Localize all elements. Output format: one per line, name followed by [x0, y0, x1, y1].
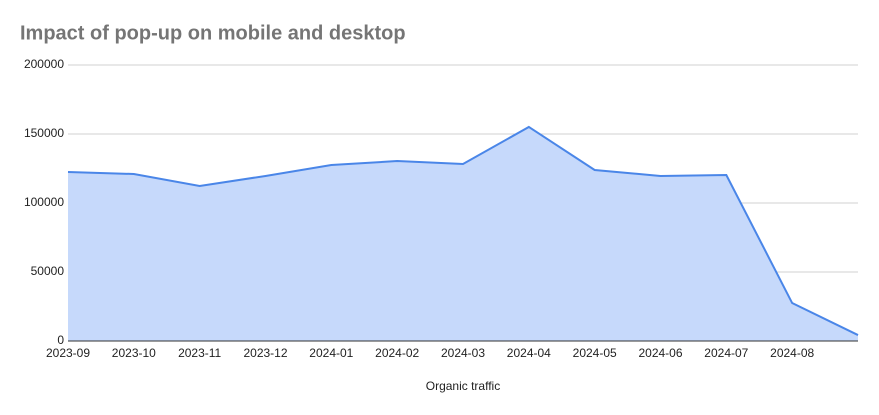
x-tick-label: 2023-10 — [112, 346, 156, 360]
x-tick-label: 2024-08 — [770, 346, 814, 360]
y-tick-label: 0 — [57, 333, 64, 347]
x-tick-label: 2023-12 — [243, 346, 287, 360]
x-tick-label: 2023-11 — [178, 346, 221, 360]
x-axis-label: Organic traffic — [426, 379, 500, 393]
y-tick-label: 150000 — [24, 126, 64, 140]
y-tick-label: 50000 — [31, 264, 65, 278]
x-tick-label: 2024-06 — [638, 346, 682, 360]
y-tick-label: 200000 — [24, 57, 64, 71]
x-tick-label: 2024-07 — [704, 346, 748, 360]
x-tick-label: 2024-04 — [507, 346, 551, 360]
chart-title: Impact of pop-up on mobile and desktop — [20, 22, 406, 44]
x-tick-label: 2024-02 — [375, 346, 419, 360]
x-tick-label: 2024-05 — [573, 346, 617, 360]
x-tick-label: 2023-09 — [46, 346, 90, 360]
line — [67, 125, 859, 336]
y-tick-label: 100000 — [24, 195, 64, 209]
area — [68, 126, 858, 341]
x-tick-label: 2024-01 — [309, 346, 353, 360]
x-tick-label: 2024-03 — [441, 346, 485, 360]
